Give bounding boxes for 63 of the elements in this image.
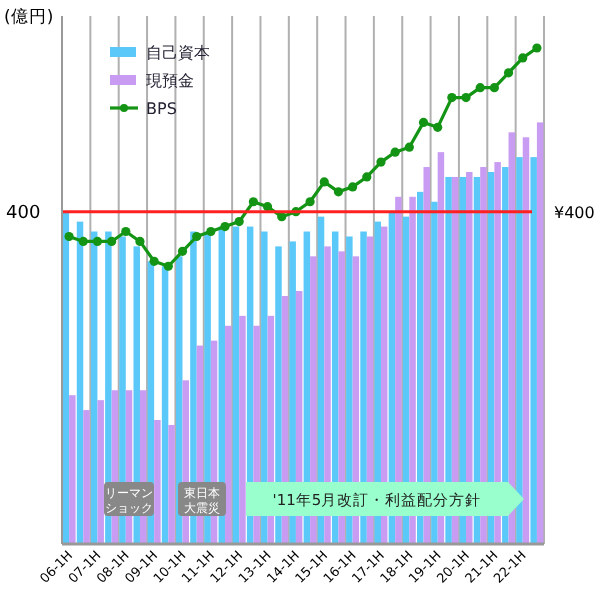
text: ¥400 [554,203,595,222]
bar [133,246,140,544]
y-axis-title: (億円) [4,6,54,28]
point [78,236,88,247]
point [64,231,74,242]
point [333,187,344,197]
point [192,231,202,242]
bar [530,157,537,544]
point [418,117,429,127]
point [319,177,329,187]
text: 400 [6,203,41,224]
bar [83,410,90,544]
bar [225,325,232,544]
point [135,236,145,247]
point [163,261,173,271]
legend-label: 現預金 [146,72,194,90]
point [277,212,287,222]
bar [324,246,331,544]
point [348,182,358,192]
bar [494,162,501,544]
legend-label: 自己資本 [146,44,210,62]
point [376,157,386,167]
bar [232,226,240,544]
point [532,43,542,53]
point [305,197,315,207]
point [206,226,216,237]
point [262,202,273,212]
bar [261,231,268,544]
bar [154,420,161,544]
bar [97,400,104,544]
point [461,93,471,103]
point [390,147,400,157]
point [433,122,443,132]
legend-label: BPS [146,100,177,118]
point [489,83,499,93]
bar [62,211,70,544]
bar [69,395,76,544]
bar [176,256,183,544]
point [92,236,103,247]
point [121,226,131,237]
point [503,68,514,78]
point [107,236,117,247]
point [518,53,528,63]
bar [119,236,126,544]
point [248,197,258,207]
bar [480,167,487,544]
bar [90,231,98,544]
point [234,217,244,227]
point [220,221,230,232]
bar [516,157,523,544]
point [149,256,159,266]
point [404,142,414,152]
point [177,246,188,256]
bar [239,315,246,544]
bar [161,266,169,544]
point [447,93,457,103]
bar [168,424,175,544]
point [475,83,485,93]
bar [502,167,509,544]
bar [76,221,84,544]
bar [536,122,544,544]
bar [522,137,530,544]
point [362,172,372,182]
